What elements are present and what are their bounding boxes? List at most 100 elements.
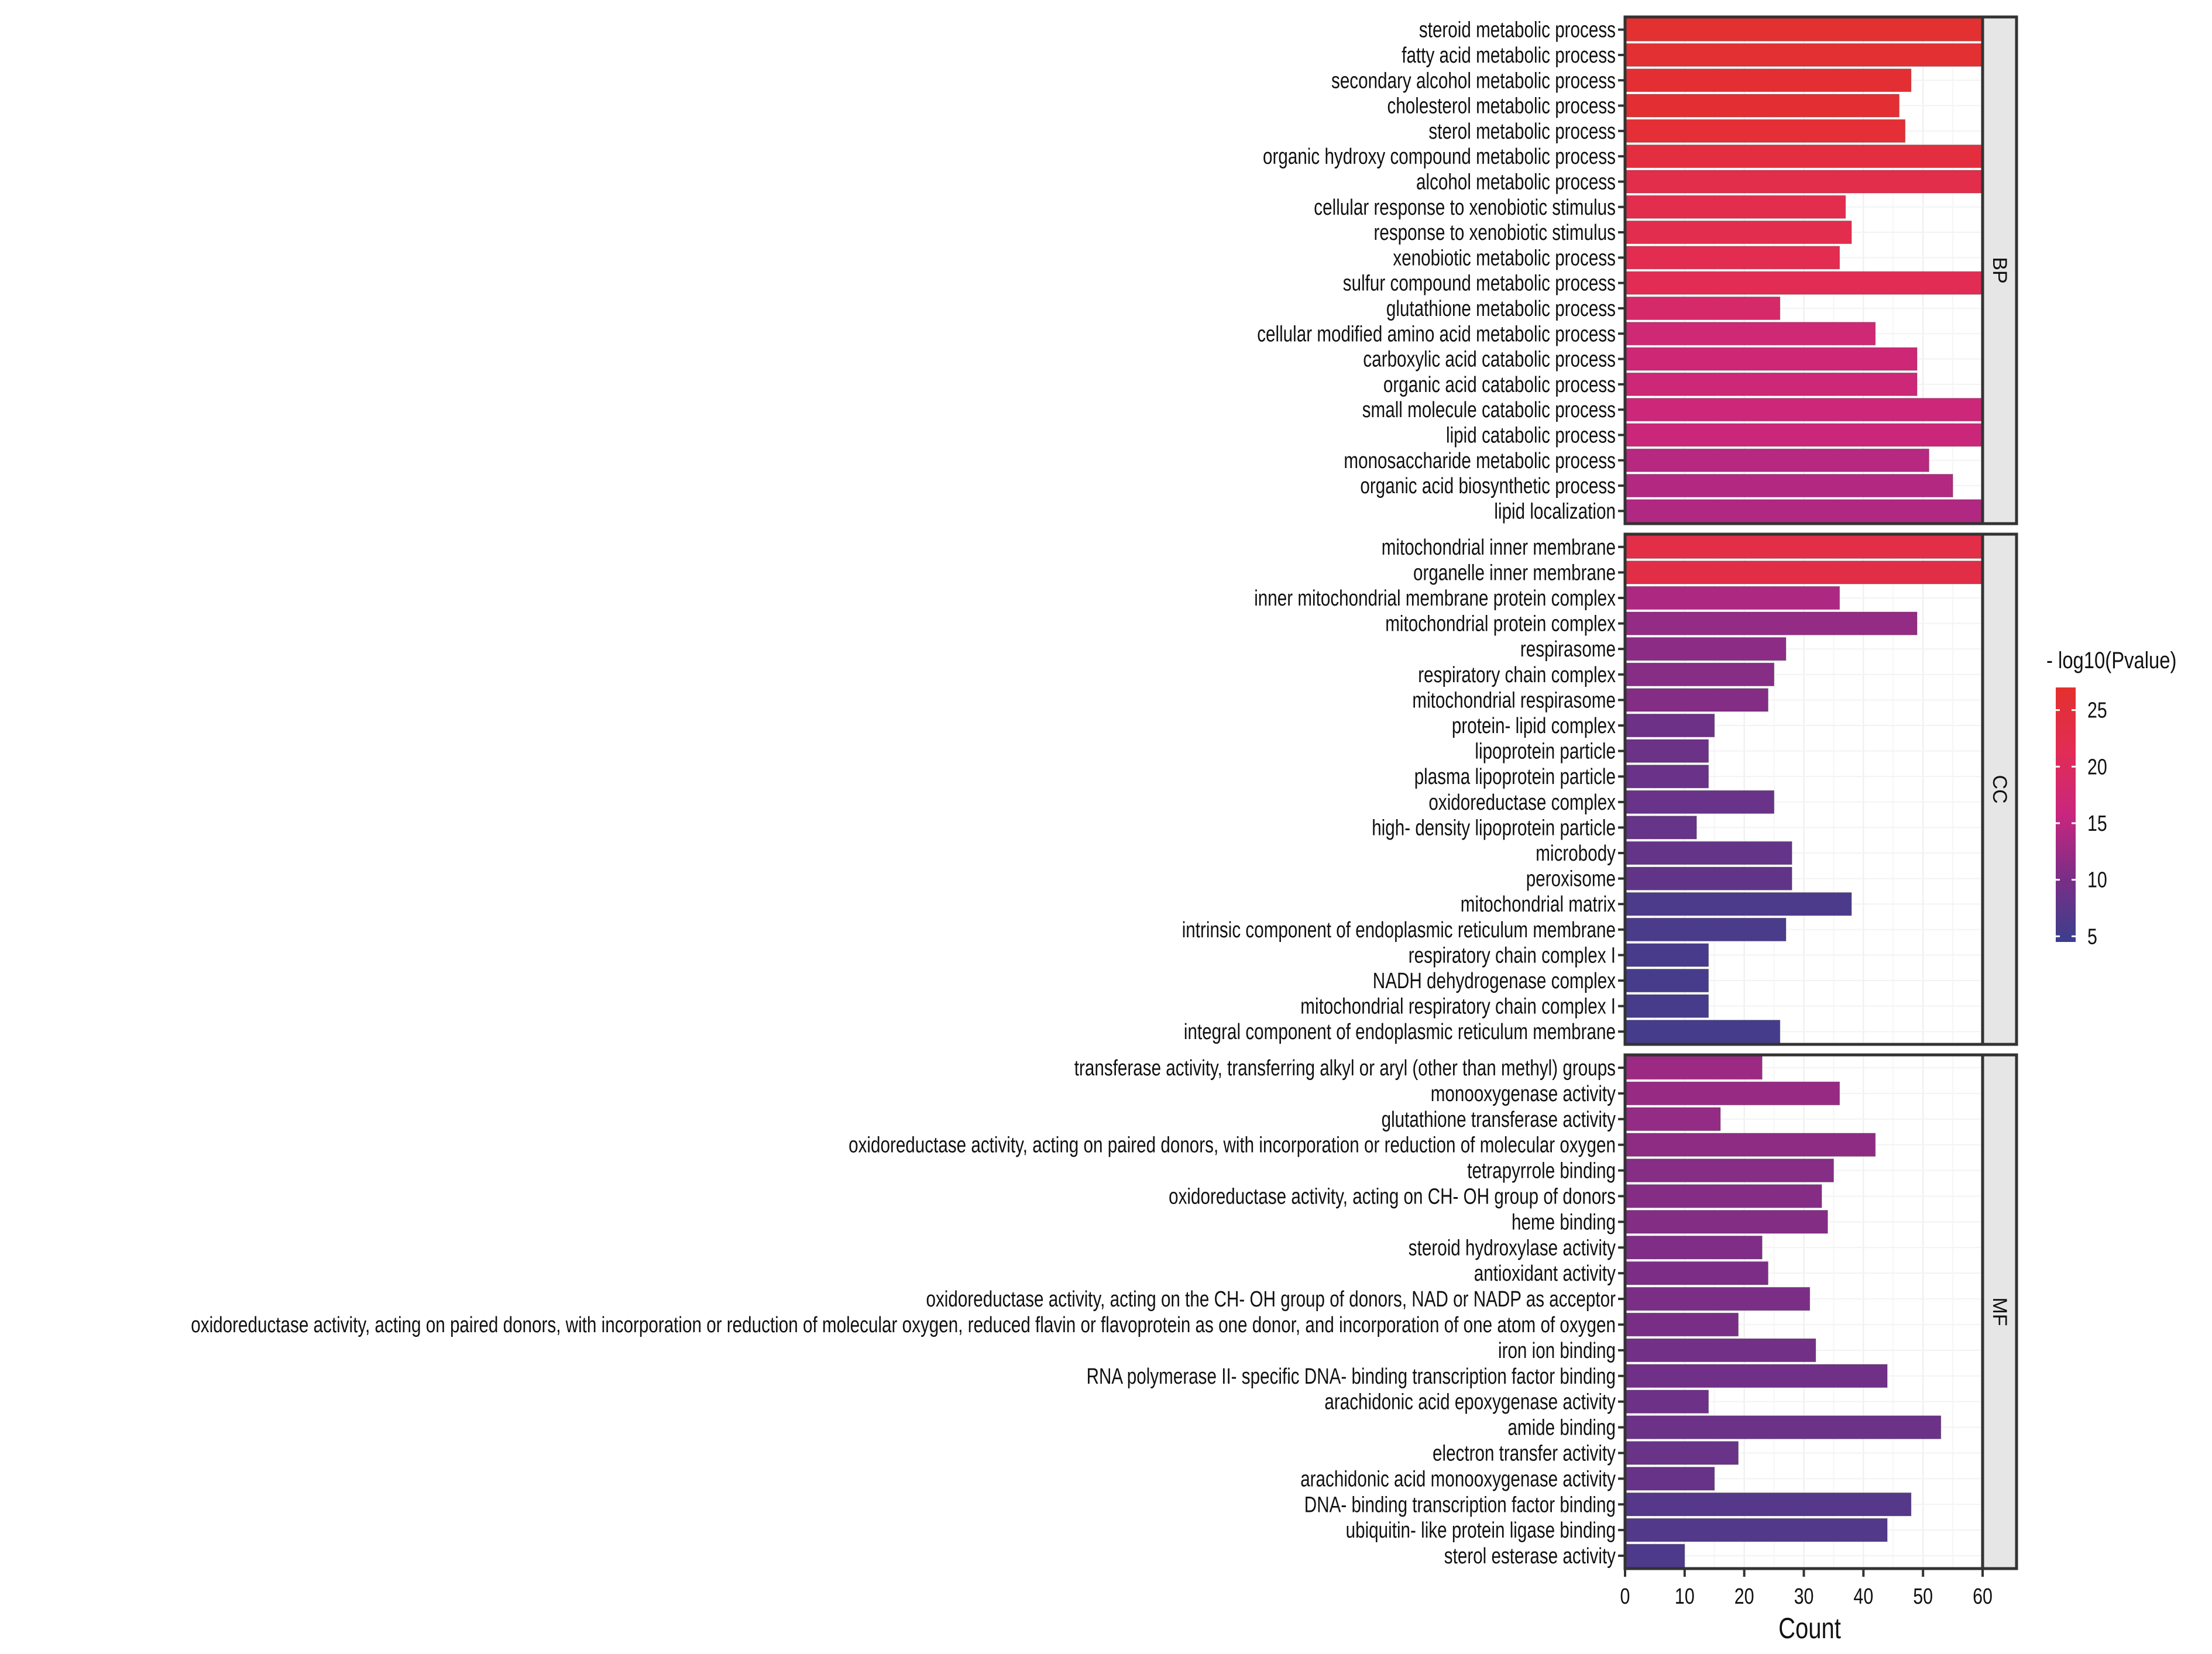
x-tick-label: 30	[1794, 1584, 1814, 1609]
category-label: integral component of endoplasmic reticu…	[1184, 1020, 1616, 1044]
legend-colorbar	[2056, 687, 2076, 942]
category-label: NADH dehydrogenase complex	[1373, 969, 1616, 993]
category-label: lipid catabolic process	[1446, 423, 1616, 448]
x-axis-title: Count	[1778, 1612, 1841, 1645]
bar	[1624, 816, 1697, 840]
category-label: antioxidant activity	[1474, 1261, 1616, 1286]
category-label: organic acid biosynthetic process	[1360, 474, 1616, 498]
bar	[1624, 1518, 1888, 1542]
bar	[1624, 1081, 1840, 1106]
facet-strip-label: BP	[1988, 257, 2011, 283]
bar	[1624, 68, 1912, 92]
category-label: sterol esterase activity	[1444, 1544, 1616, 1569]
facet-strip	[1981, 532, 2018, 1046]
category-label: intrinsic component of endoplasmic retic…	[1182, 918, 1616, 943]
bar	[1624, 145, 1983, 169]
bar	[1624, 994, 1709, 1018]
category-label: amide binding	[1507, 1416, 1616, 1440]
bar	[1624, 917, 1787, 941]
legend-tick-label: 5	[2087, 924, 2097, 949]
bar	[1624, 372, 1918, 396]
bar	[1624, 1338, 1816, 1363]
category-label: high- density lipoprotein particle	[1372, 816, 1616, 840]
bar	[1624, 662, 1775, 686]
category-label: DNA- binding transcription factor bindin…	[1304, 1493, 1616, 1517]
category-label: mitochondrial respirasome	[1412, 688, 1616, 713]
category-label: tetrapyrrole binding	[1467, 1159, 1616, 1184]
bar	[1624, 1467, 1715, 1491]
category-label: iron ion binding	[1498, 1339, 1616, 1363]
bar	[1624, 892, 1852, 916]
bar	[1624, 1055, 1763, 1080]
bar	[1624, 499, 1983, 523]
category-label: transferase activity, transferring alkyl…	[1074, 1056, 1616, 1081]
category-label: plasma lipoprotein particle	[1414, 765, 1616, 789]
bar	[1624, 271, 1983, 295]
bar	[1624, 322, 1876, 346]
category-label: lipid localization	[1494, 499, 1616, 524]
category-label: glutathione metabolic process	[1386, 297, 1616, 321]
category-label: arachidonic acid epoxygenase activity	[1324, 1390, 1616, 1415]
category-label: cholesterol metabolic process	[1387, 94, 1616, 119]
category-label: cellular modified amino acid metabolic p…	[1257, 322, 1616, 346]
bar	[1624, 586, 1840, 610]
bar	[1624, 195, 1846, 219]
bar	[1624, 1184, 1822, 1208]
category-label: steroid hydroxylase activity	[1409, 1236, 1616, 1260]
facet-mf: transferase activity, transferring alkyl…	[191, 1053, 2018, 1570]
category-label: respirasome	[1520, 637, 1616, 662]
facet-strip-label: CC	[1988, 775, 2011, 803]
bar	[1624, 1020, 1781, 1044]
bar	[1624, 1107, 1721, 1132]
category-label: xenobiotic metabolic process	[1393, 246, 1616, 270]
x-tick-label: 10	[1675, 1584, 1695, 1609]
category-label: fatty acid metabolic process	[1402, 43, 1616, 68]
category-label: oxidoreductase activity, acting on paire…	[849, 1133, 1616, 1158]
bar	[1624, 296, 1781, 320]
category-label: secondary alcohol metabolic process	[1331, 68, 1616, 93]
bar	[1624, 246, 1840, 270]
bar	[1624, 739, 1709, 763]
category-label: heme binding	[1512, 1210, 1616, 1235]
legend-tick-label: 10	[2087, 868, 2107, 893]
category-label: organelle inner membrane	[1413, 560, 1616, 585]
category-label: small molecule catabolic process	[1362, 398, 1616, 422]
category-label: sterol metabolic process	[1428, 119, 1616, 144]
bar	[1624, 1441, 1739, 1465]
bar	[1624, 1261, 1768, 1285]
facet-strip	[1981, 15, 2018, 525]
bar	[1624, 1390, 1709, 1414]
category-label: respiratory chain complex	[1418, 663, 1616, 687]
bar	[1624, 611, 1918, 635]
legend-tick-label: 15	[2087, 811, 2107, 836]
bar	[1624, 713, 1715, 738]
legend-title: - log10(Pvalue)	[2046, 648, 2176, 673]
bar	[1624, 943, 1709, 967]
bar	[1624, 1235, 1763, 1260]
bar	[1624, 94, 1900, 118]
category-label: organic hydroxy compound metabolic proce…	[1263, 145, 1616, 169]
category-label: lipoprotein particle	[1475, 740, 1616, 764]
bar	[1624, 170, 1983, 194]
bar	[1624, 841, 1792, 865]
bar	[1624, 1210, 1828, 1234]
category-label: monooxygenase activity	[1431, 1082, 1616, 1106]
category-label: mitochondrial matrix	[1461, 892, 1616, 917]
category-label: mitochondrial inner membrane	[1382, 535, 1616, 560]
bar	[1624, 1364, 1888, 1388]
category-label: microbody	[1536, 841, 1616, 866]
category-label: response to xenobiotic stimulus	[1374, 221, 1616, 245]
category-label: alcohol metabolic process	[1416, 170, 1616, 194]
category-label: peroxisome	[1526, 867, 1616, 892]
x-tick-label: 20	[1734, 1584, 1754, 1609]
category-label: carboxylic acid catabolic process	[1363, 348, 1616, 372]
category-label: cellular response to xenobiotic stimulus	[1314, 195, 1616, 220]
bar	[1624, 790, 1775, 814]
category-label: sulfur compound metabolic process	[1343, 271, 1616, 296]
bar	[1624, 535, 1983, 559]
bar	[1624, 119, 1906, 143]
bar	[1624, 423, 1983, 447]
category-label: steroid metabolic process	[1419, 18, 1616, 43]
bar	[1624, 1158, 1834, 1182]
category-label: RNA polymerase II- specific DNA- binding…	[1087, 1364, 1616, 1389]
